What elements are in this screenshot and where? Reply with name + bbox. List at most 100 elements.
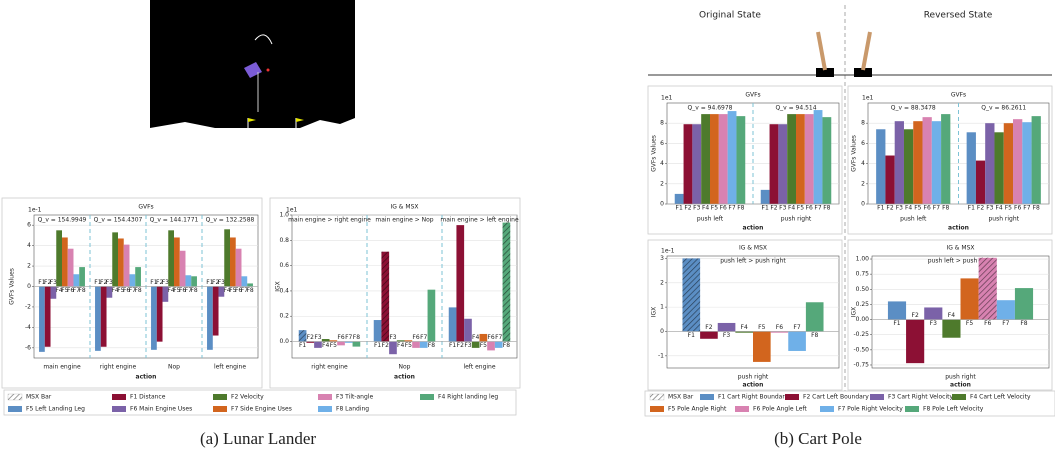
bar-label: F8 xyxy=(1020,320,1027,327)
bar xyxy=(885,156,894,204)
group-label: Q_v = 86.2611 xyxy=(981,105,1026,112)
bar-label: F1 xyxy=(676,205,683,212)
bar xyxy=(236,249,242,287)
bar xyxy=(876,129,885,204)
bar-label: F8 xyxy=(246,287,253,294)
bar-label: F6 xyxy=(720,205,727,212)
bar-label: F8 xyxy=(190,287,197,294)
bar xyxy=(976,161,985,204)
bar xyxy=(73,274,79,286)
bar xyxy=(710,114,719,204)
bar-label: F7 xyxy=(1023,205,1030,212)
bar-label: F8 xyxy=(1033,205,1040,212)
bar-label: F5 xyxy=(914,205,921,212)
lunar-lander-frame xyxy=(150,0,355,160)
bar xyxy=(924,307,942,319)
y-tick-label: 2 xyxy=(861,180,865,187)
bar xyxy=(787,114,796,204)
bar xyxy=(185,275,191,286)
y-tick-label: 0 xyxy=(861,201,865,208)
bar xyxy=(806,302,824,331)
legend-label: F1 Distance xyxy=(130,394,166,401)
y-tick-label: 2 xyxy=(660,180,664,187)
bar xyxy=(1013,119,1022,204)
bar xyxy=(118,238,124,286)
bar-label: F3 xyxy=(464,342,471,349)
bar-label: F8 xyxy=(737,205,744,212)
bar-label: F1 xyxy=(688,332,695,339)
bar xyxy=(1015,288,1033,319)
bar xyxy=(770,124,779,204)
y-tick-label: -2 xyxy=(25,303,31,310)
bar-label: F7 xyxy=(495,334,502,341)
legend-swatch xyxy=(650,406,664,412)
y-tick-label: 1 xyxy=(660,304,664,311)
bar xyxy=(796,114,805,204)
bar xyxy=(814,110,823,204)
x-tick-label: push right xyxy=(988,216,1019,223)
legend-label: F3 Tilt-angle xyxy=(336,394,373,401)
bar-label: F3 xyxy=(693,205,700,212)
bar xyxy=(151,287,157,350)
bar-label: F3 xyxy=(723,332,730,339)
group-label: push left > push right xyxy=(720,258,786,265)
legend-label: F7 Side Engine Uses xyxy=(231,406,292,413)
bar-label: F2 xyxy=(382,342,389,349)
x-tick-label: main engine xyxy=(43,364,81,371)
legend-label: F8 Landing xyxy=(336,406,369,413)
x-tick-label: left engine xyxy=(214,364,246,371)
legend-label: F6 Pole Angle Left xyxy=(753,406,807,413)
y-tick-label: -0.25 xyxy=(853,331,869,338)
bar-label: F8 xyxy=(428,342,435,349)
bar-label: F2 xyxy=(684,205,691,212)
bar-label: F2 xyxy=(977,205,984,212)
bar xyxy=(692,124,701,204)
caption: (b) Cart Pole xyxy=(774,429,862,448)
bar-label: F1 xyxy=(449,342,456,349)
legend-label: F3 Cart Right Velocity xyxy=(888,394,953,401)
bar xyxy=(62,237,68,286)
bar-label: F5 xyxy=(711,205,718,212)
bar-label: F2 xyxy=(705,324,712,331)
bar xyxy=(68,249,74,287)
bar-label: F1 xyxy=(762,205,769,212)
y-tick-label: 1.00 xyxy=(856,256,870,263)
bar-label: F4 xyxy=(322,342,329,349)
bar-label: F7 xyxy=(1002,320,1009,327)
bar-label: F4 xyxy=(741,324,748,331)
bar-label: F8 xyxy=(503,342,510,349)
x-axis-label: action xyxy=(948,225,969,232)
bar xyxy=(1004,123,1013,204)
y-tick-label: 6 xyxy=(660,140,664,147)
y-tick-label: 0.50 xyxy=(856,286,870,293)
bar xyxy=(718,323,736,332)
legend-swatch xyxy=(700,394,714,400)
bar-label: F1 xyxy=(299,342,306,349)
chart-title: IG & MSX xyxy=(390,204,418,211)
bar-label: F6 xyxy=(806,205,813,212)
figure: Original State Reversed State (a) Lunar … xyxy=(0,0,1055,452)
bar xyxy=(45,287,51,347)
y-tick-label: -0.75 xyxy=(853,361,869,368)
bar xyxy=(761,190,770,204)
bar xyxy=(174,237,180,286)
bar xyxy=(224,229,230,286)
bar xyxy=(480,334,488,342)
offset-label: 1e-1 xyxy=(28,207,42,214)
bar-label: F7 xyxy=(933,205,940,212)
bar xyxy=(487,342,495,351)
y-tick-label: 0.00 xyxy=(856,316,870,323)
y-tick-label: 2 xyxy=(27,263,31,270)
bar-label: F8 xyxy=(134,287,141,294)
bar xyxy=(906,320,924,364)
bar xyxy=(207,287,213,350)
bar-label: F4 xyxy=(397,342,404,349)
group-label: main engine > right engine xyxy=(288,217,371,224)
msx-hatch xyxy=(381,252,389,342)
bar-label: F6 xyxy=(487,334,494,341)
bar xyxy=(941,114,950,204)
legend-label: MSX Bar xyxy=(668,394,694,401)
bar xyxy=(314,342,322,348)
y-tick-label: 0.8 xyxy=(279,237,289,244)
bar-label: F6 xyxy=(337,334,344,341)
